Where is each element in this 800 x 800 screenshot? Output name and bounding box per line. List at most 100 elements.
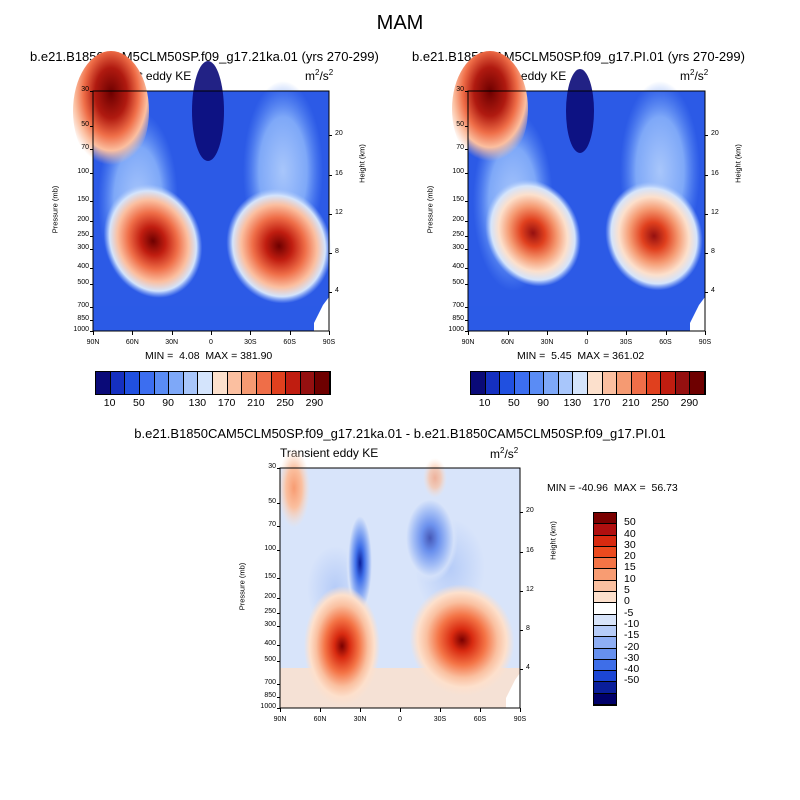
- panel2-colorbar-swatch: [514, 372, 530, 394]
- panel1-pressure-tick-label: 400: [77, 263, 89, 271]
- panel2-colorbar-swatch: [646, 372, 662, 394]
- panel1-units: m2/s2: [305, 68, 334, 83]
- panel2-colorbar-swatch: [573, 372, 588, 394]
- panel2-colorbar-swatch: [661, 372, 676, 394]
- panel3-ylabel: Pressure (mb): [237, 562, 247, 611]
- panel2-pressure-tick-label: 300: [452, 243, 464, 251]
- panel1-lat-tick-mark: [211, 331, 212, 335]
- panel3-colorbar-label: -50: [624, 674, 640, 687]
- panel2-colorbar-swatch: [485, 372, 501, 394]
- panel1-lat-tick-mark: [171, 331, 173, 335]
- panel3-colorbar-label: 15: [624, 561, 636, 574]
- panel2-height-tick-mark: [705, 174, 708, 176]
- panel3-neg-upper-right: [402, 493, 458, 583]
- panel2-colorbar-label: 290: [680, 397, 699, 409]
- panel2-lat-tick-label: 30N: [540, 339, 554, 346]
- panel1-bottom-mask: [93, 306, 329, 331]
- panel2-colorbar-swatch: [675, 372, 691, 394]
- panel3-pressure-tick-label: 250: [264, 608, 276, 616]
- panel3-pressure-tick-label: 500: [264, 655, 276, 663]
- panel3-colorbar-swatch: [594, 535, 616, 547]
- panel3-colorbar-label: 30: [624, 538, 636, 551]
- panel1-pressure-tick-mark: [90, 148, 93, 150]
- panel2-height-tick-mark: [705, 291, 708, 293]
- panel1-lat-tick-label: 60N: [125, 339, 139, 346]
- panel1-lat-tick-mark: [132, 331, 134, 335]
- panel2-lat-tick-label: 60N: [501, 339, 514, 346]
- panel2-lat-tick-label: 60S: [659, 339, 672, 346]
- panel1-strat-max: [73, 51, 149, 171]
- panel3-colorbar-swatch: [594, 524, 616, 536]
- panel2-pressure-tick-mark: [465, 125, 468, 127]
- panel2-height-tick-label: 4: [711, 286, 715, 294]
- panel1-colorbar-label: 210: [247, 397, 265, 409]
- panel2-colorbar-swatch: [631, 372, 647, 394]
- panel2-pressure-tick-mark: [465, 173, 468, 175]
- panel3-lat-tick-label: 30N: [353, 716, 367, 723]
- panel1-colorbar-label: 170: [217, 397, 236, 409]
- panel1-colorbar-swatch: [242, 372, 257, 394]
- panel1-colorbar-swatch: [256, 372, 272, 394]
- panel3-colorbar-swatch: [594, 513, 616, 525]
- panel2-pressure-tick-label: 250: [452, 231, 464, 239]
- panel1-pressure-tick-label: 200: [77, 215, 89, 223]
- panel2-jet-sh: [605, 181, 703, 291]
- panel3-colorbar-label: -10: [624, 617, 640, 630]
- panel3-pressure-tick-label: 1000: [260, 703, 276, 710]
- panel3-plot: [278, 448, 521, 709]
- panel2-strat-max: [452, 51, 528, 167]
- panel2-colorbar-label: 50: [508, 397, 520, 409]
- panel2-pressure-tick-mark: [465, 91, 468, 92]
- panel2-pressure-tick-label: 400: [452, 263, 464, 271]
- panel3-stats: MIN = -40.96 MAX = 56.73: [547, 482, 678, 494]
- panel2-colorbar-label: 250: [651, 397, 669, 409]
- panel3-colorbar-swatch: [594, 603, 616, 615]
- panel2-pressure-tick-mark: [465, 306, 468, 308]
- panel2-colorbar-swatch: [544, 372, 559, 394]
- panel2-height-tick-label: 20: [711, 130, 719, 138]
- panel2-pressure-tick-label: 500: [452, 278, 464, 286]
- panel2-units: m2/s2: [680, 68, 709, 83]
- panel3-colorbar-label: 0: [624, 595, 630, 608]
- panel2-height-tick-mark: [705, 252, 708, 254]
- panel2-pressure-tick-label: 100: [452, 168, 464, 176]
- panel1-ylabel: Pressure (mb): [50, 185, 60, 234]
- panel1-colorbar-swatch: [286, 372, 301, 394]
- panel2-low-core: [566, 69, 594, 153]
- panel2-colorbar-label: 130: [563, 397, 582, 409]
- panel1-colorbar-swatch: [154, 372, 170, 394]
- panel3-height-tick-label: 20: [526, 507, 534, 515]
- panel3-pressure-tick-mark: [277, 708, 280, 709]
- panel2-pressure-tick-mark: [465, 319, 468, 321]
- panel1-colorbar-swatch: [271, 372, 287, 394]
- panel1-colorbar-swatch: [227, 372, 243, 394]
- panel3-colorbar-swatch: [594, 648, 616, 660]
- panel2-lat-tick-label: 90N: [461, 339, 475, 346]
- panel1-height-tick-mark: [329, 291, 332, 293]
- panel1-colorbar-swatch: [213, 372, 228, 394]
- panel1-pressure-tick-mark: [90, 283, 93, 285]
- panel2-plot: [452, 51, 706, 332]
- panel3-pressure-tick-mark: [277, 550, 280, 552]
- panel3-colorbar-label: -20: [624, 640, 640, 653]
- panel2-lat-tick-mark: [507, 331, 509, 335]
- panel2-pressure-tick-label: 700: [452, 301, 464, 309]
- panel1-height-tick-mark: [329, 135, 332, 137]
- panel2-bottom-mask: [468, 306, 705, 331]
- panel3-height-tick-mark: [520, 629, 523, 631]
- panel3-pressure-tick-mark: [277, 468, 280, 469]
- panel1-pressure-tick-mark: [90, 236, 93, 238]
- panel1-pressure-tick-mark: [90, 173, 93, 175]
- panel2-lat-tick-mark: [547, 331, 548, 335]
- panel3-colorbar-swatch: [594, 546, 616, 559]
- panel1-pressure-tick-label: 700: [77, 301, 89, 309]
- panel1-pressure-tick-mark: [90, 331, 93, 332]
- panel3-pressure-tick-mark: [277, 578, 280, 580]
- panel2-colorbar-swatch: [558, 372, 574, 394]
- panel2-colorbar-swatch: [529, 372, 545, 394]
- panel1-pressure-tick-mark: [90, 248, 93, 250]
- panel2-lat-tick-mark: [705, 331, 706, 335]
- panel3-lat-tick-mark: [440, 708, 441, 712]
- panel1-height-tick-label: 12: [335, 208, 343, 216]
- panel2-pressure-tick-mark: [465, 283, 468, 285]
